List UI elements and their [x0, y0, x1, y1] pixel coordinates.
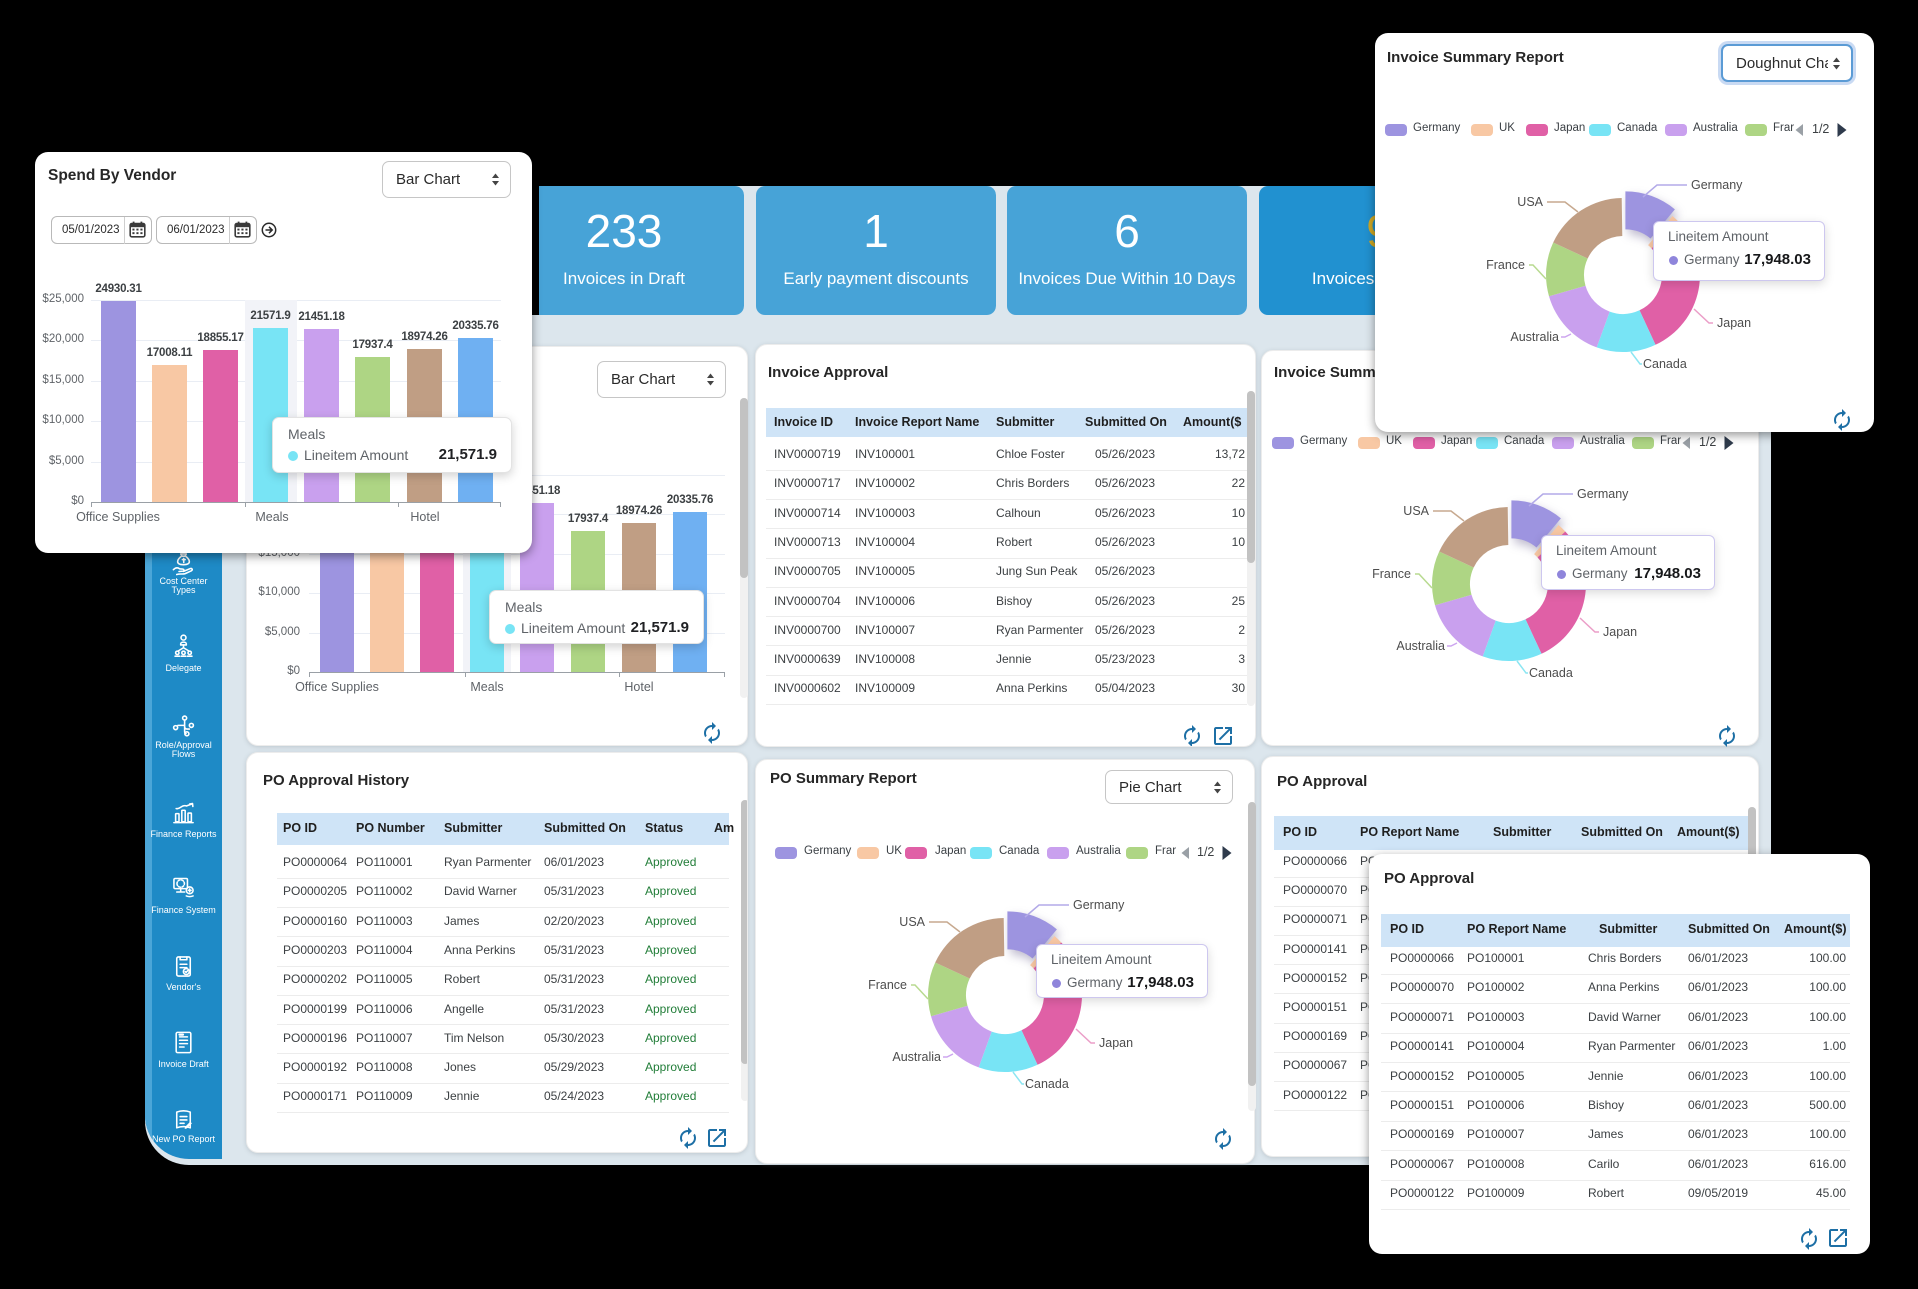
svg-text:Australia: Australia: [1510, 330, 1559, 344]
svg-text:Japan: Japan: [1603, 625, 1637, 639]
svg-text:Australia: Australia: [892, 1050, 941, 1064]
svg-text:Canada: Canada: [1643, 357, 1687, 371]
svg-text:Germany: Germany: [1577, 487, 1629, 501]
svg-text:Canada: Canada: [1025, 1077, 1069, 1091]
svg-text:USA: USA: [1403, 504, 1429, 518]
svg-text:Australia: Australia: [1396, 639, 1445, 653]
svg-text:Canada: Canada: [1529, 666, 1573, 680]
svg-text:USA: USA: [1517, 195, 1543, 209]
svg-text:France: France: [1486, 258, 1525, 272]
svg-text:Germany: Germany: [1073, 898, 1125, 912]
svg-text:Germany: Germany: [1691, 178, 1743, 192]
svg-text:USA: USA: [899, 915, 925, 929]
svg-text:France: France: [868, 978, 907, 992]
svg-text:Japan: Japan: [1717, 316, 1751, 330]
svg-text:Japan: Japan: [1099, 1036, 1133, 1050]
svg-text:France: France: [1372, 567, 1411, 581]
